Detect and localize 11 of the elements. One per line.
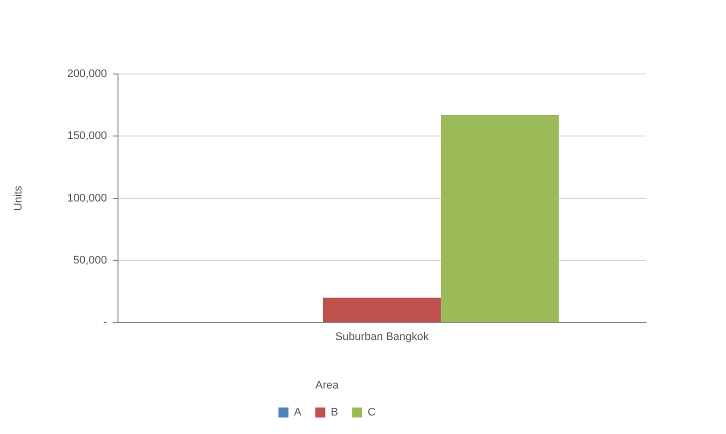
x-tick-label: Suburban Bangkok: [335, 331, 430, 344]
y-tick-label: -: [103, 316, 108, 329]
legend-label: B: [330, 406, 338, 419]
y-tick-label: 200,000: [67, 68, 107, 80]
y-axis-title: Units: [12, 185, 25, 211]
y-tick-label: 100,000: [67, 192, 107, 204]
legend-label: C: [368, 406, 376, 419]
legend-title: Area: [315, 379, 340, 392]
y-tick-label: 150,000: [67, 130, 107, 142]
y-tick-label: 50,000: [73, 254, 107, 266]
legend-label: A: [294, 406, 302, 419]
